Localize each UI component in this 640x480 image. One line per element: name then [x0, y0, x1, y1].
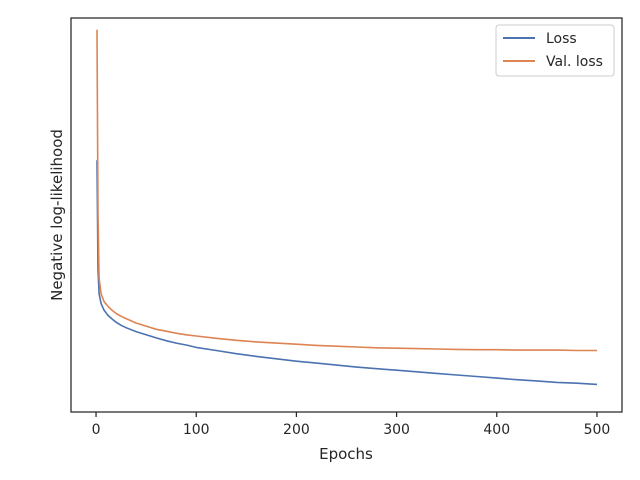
series-line-val-loss	[96, 29, 597, 352]
legend-label-loss: Loss	[546, 31, 577, 47]
legend: Loss Val. loss	[495, 24, 615, 77]
series-layer	[96, 29, 598, 386]
x-tick-label: 300	[383, 422, 410, 438]
x-tick-label: 200	[283, 422, 310, 438]
series-line-loss	[96, 160, 598, 386]
plot-area-frame	[70, 17, 623, 413]
x-tick-label: 100	[183, 422, 210, 438]
x-axis: 0 100 200 300 400 500	[92, 412, 611, 438]
x-tick-label: 0	[92, 422, 101, 438]
y-axis-title: Negative log-likelihood	[48, 129, 66, 301]
x-axis-title: Epochs	[319, 445, 373, 463]
legend-label-val-loss: Val. loss	[546, 54, 603, 70]
x-tick-label: 500	[584, 422, 611, 438]
x-tick-label: 400	[483, 422, 510, 438]
